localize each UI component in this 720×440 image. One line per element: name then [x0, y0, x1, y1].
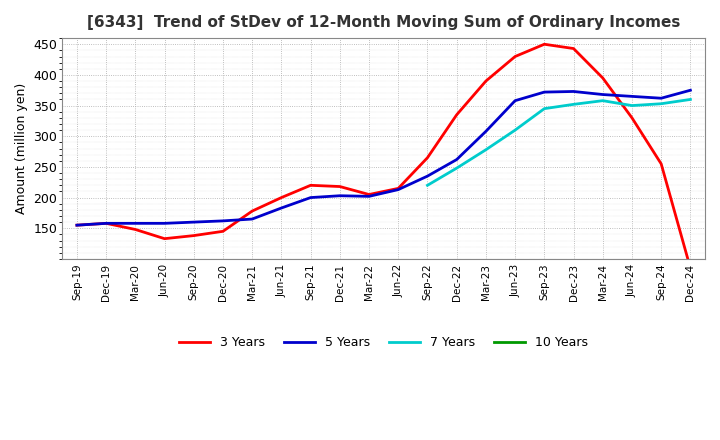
3 Years	[686, 265, 695, 271]
3 Years	[598, 75, 607, 81]
Line: 7 Years: 7 Years	[428, 99, 690, 185]
Y-axis label: Amount (million yen): Amount (million yen)	[15, 83, 28, 214]
7 Years	[482, 147, 490, 152]
3 Years	[336, 184, 344, 189]
3 Years	[131, 227, 140, 232]
5 Years	[365, 194, 374, 199]
3 Years	[306, 183, 315, 188]
3 Years	[161, 236, 169, 241]
5 Years	[102, 221, 110, 226]
5 Years	[628, 94, 636, 99]
3 Years	[510, 54, 519, 59]
3 Years	[277, 195, 286, 200]
3 Years	[102, 221, 110, 226]
7 Years	[540, 106, 549, 111]
Line: 3 Years: 3 Years	[77, 44, 690, 268]
3 Years	[365, 192, 374, 197]
3 Years	[628, 115, 636, 121]
7 Years	[452, 165, 461, 171]
3 Years	[482, 78, 490, 84]
3 Years	[394, 186, 402, 191]
7 Years	[598, 98, 607, 103]
3 Years	[248, 209, 256, 214]
5 Years	[73, 223, 81, 228]
5 Years	[394, 187, 402, 192]
5 Years	[452, 157, 461, 162]
5 Years	[306, 195, 315, 200]
3 Years	[452, 112, 461, 117]
3 Years	[657, 161, 665, 166]
5 Years	[423, 173, 432, 179]
7 Years	[510, 128, 519, 133]
5 Years	[161, 221, 169, 226]
7 Years	[570, 102, 578, 107]
3 Years	[540, 42, 549, 47]
5 Years	[248, 216, 256, 222]
5 Years	[686, 88, 695, 93]
5 Years	[657, 95, 665, 101]
5 Years	[482, 128, 490, 134]
5 Years	[570, 89, 578, 94]
7 Years	[423, 183, 432, 188]
3 Years	[423, 155, 432, 160]
5 Years	[510, 98, 519, 103]
3 Years	[189, 233, 198, 238]
5 Years	[189, 220, 198, 225]
7 Years	[657, 101, 665, 106]
5 Years	[131, 221, 140, 226]
Title: [6343]  Trend of StDev of 12-Month Moving Sum of Ordinary Incomes: [6343] Trend of StDev of 12-Month Moving…	[87, 15, 680, 30]
5 Years	[277, 205, 286, 211]
5 Years	[598, 92, 607, 97]
5 Years	[336, 193, 344, 198]
7 Years	[628, 103, 636, 108]
5 Years	[219, 218, 228, 224]
7 Years	[686, 97, 695, 102]
Legend: 3 Years, 5 Years, 7 Years, 10 Years: 3 Years, 5 Years, 7 Years, 10 Years	[174, 331, 593, 354]
3 Years	[73, 223, 81, 228]
5 Years	[540, 89, 549, 95]
Line: 5 Years: 5 Years	[77, 90, 690, 225]
3 Years	[570, 46, 578, 51]
3 Years	[219, 229, 228, 234]
